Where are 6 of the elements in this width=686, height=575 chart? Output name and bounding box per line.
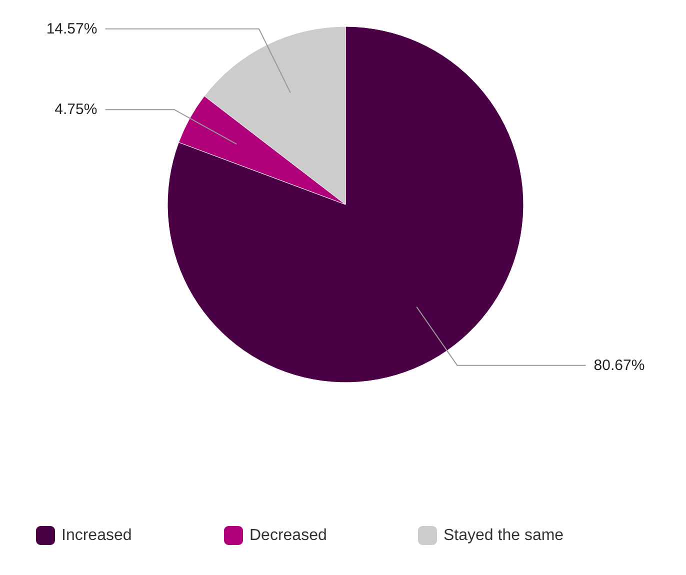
legend-label: Stayed the same [444,527,564,544]
data-label: 80.67% [594,356,645,374]
data-label: 14.57% [46,20,98,38]
legend-label: Increased [62,527,132,544]
legend-label: Decreased [250,527,327,544]
data-label: 4.75% [54,101,98,118]
